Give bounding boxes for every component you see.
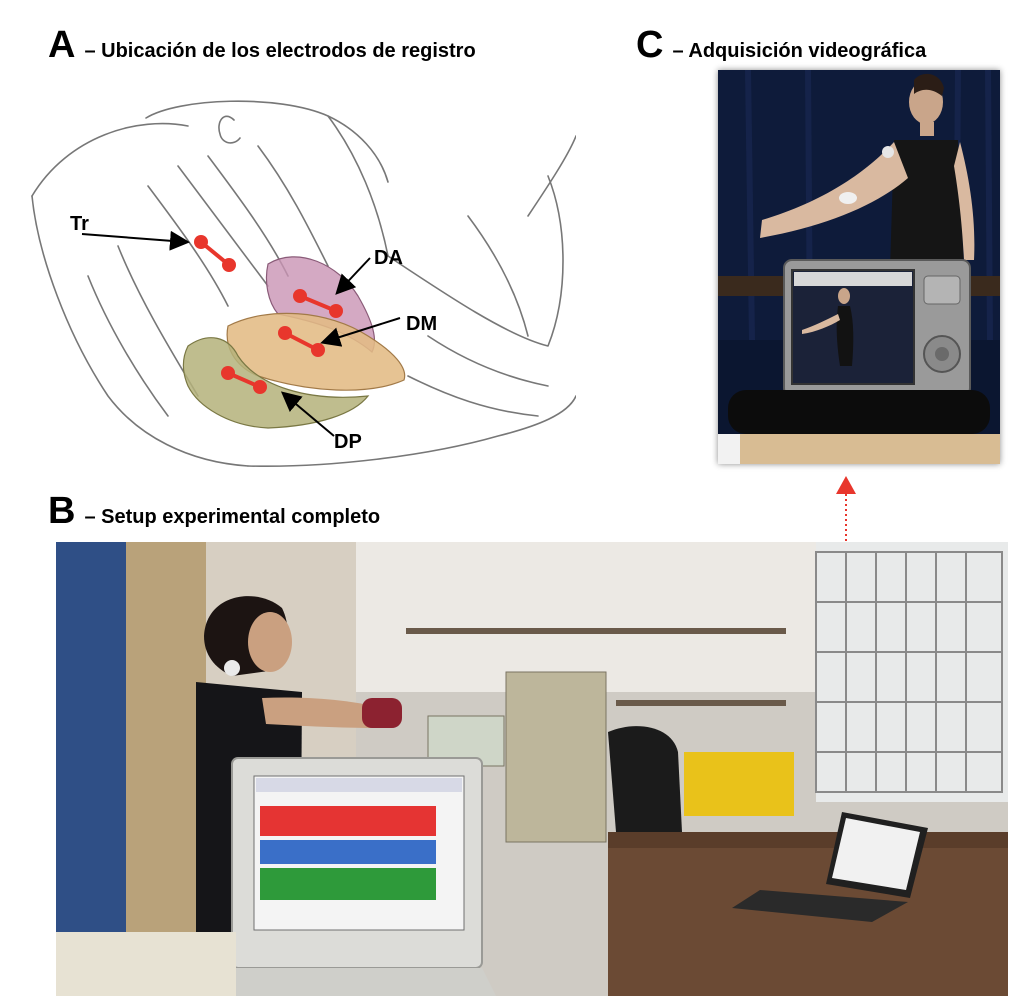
panel-c-caption: – Adquisición videográfica — [672, 40, 927, 62]
label-da: DA — [374, 247, 403, 269]
subject-figure — [760, 73, 975, 270]
label-dm: DM — [406, 313, 437, 335]
label-tr: Tr — [70, 213, 89, 235]
electrode-pair-dp — [221, 366, 267, 394]
crt-monitor — [218, 757, 496, 996]
label-dp: DP — [334, 431, 362, 453]
panel-a-letter: A — [48, 24, 76, 66]
panel-a-caption: – Ubicación de los electrodos de registr… — [84, 40, 476, 62]
panel-c-letter: C — [636, 24, 664, 66]
electrode-pair-da — [293, 289, 343, 318]
window-grid — [815, 551, 1003, 793]
experimental-setup-photo — [56, 542, 1008, 996]
shoulder-anatomy-illustration: Tr DA DM DP — [31, 100, 576, 468]
panel-b-letter: B — [48, 490, 76, 532]
da-arrow — [335, 257, 371, 295]
posterior-deltoid-region — [182, 337, 370, 429]
digital-camera — [783, 259, 971, 397]
connector-arrow — [836, 476, 856, 552]
electrode-pair-tr — [194, 235, 236, 272]
panel-b-caption: – Setup experimental completo — [84, 506, 381, 528]
tr-arrow — [81, 230, 190, 251]
video-acquisition-photo — [718, 70, 1000, 464]
laptop — [732, 812, 928, 922]
panel-b-heading: B – Setup experimental completo — [48, 490, 380, 533]
panel-a-heading: A – Ubicación de los electrodos de regis… — [48, 24, 476, 67]
panel-c-heading: C – Adquisición videográfica — [636, 24, 926, 67]
dp-arrow — [280, 391, 335, 437]
dm-arrow — [320, 317, 401, 347]
